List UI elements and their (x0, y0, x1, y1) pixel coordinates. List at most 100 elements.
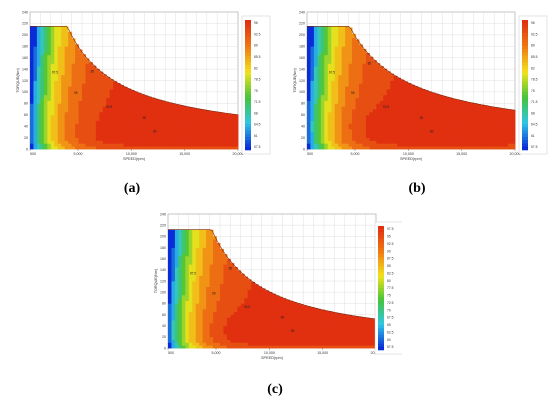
efficiency-cell (376, 66, 381, 70)
efficiency-cell (324, 63, 329, 67)
efficiency-cell (331, 74, 336, 79)
efficiency-cell (209, 272, 214, 276)
efficiency-cell (226, 258, 231, 262)
efficiency-cell (189, 137, 194, 141)
efficiency-cell (206, 137, 211, 141)
efficiency-cell (171, 255, 176, 260)
efficiency-cell (341, 129, 346, 133)
efficiency-cell (168, 140, 173, 144)
efficiency-cell (213, 325, 217, 329)
efficiency-cell (421, 134, 426, 138)
efficiency-cell (171, 281, 176, 285)
efficiency-cell (324, 83, 329, 87)
efficiency-cell (237, 345, 242, 349)
efficiency-cell (411, 100, 415, 104)
efficiency-cell (75, 143, 79, 147)
efficiency-cell (213, 236, 217, 240)
efficiency-cell (57, 129, 62, 133)
efficiency-cell (292, 331, 297, 335)
efficiency-cell (199, 297, 204, 301)
efficiency-cell (92, 117, 97, 121)
efficiency-cell (435, 131, 440, 136)
efficiency-cell (310, 43, 315, 47)
efficiency-cell (428, 94, 433, 99)
efficiency-cell (324, 43, 329, 47)
efficiency-cell (123, 131, 128, 136)
efficiency-cell (113, 83, 118, 87)
efficiency-cell (362, 328, 366, 332)
efficiency-cell (476, 106, 481, 110)
efficiency-cell (345, 66, 349, 70)
efficiency-cell (244, 286, 249, 290)
efficiency-cell (174, 311, 179, 315)
efficiency-cell (47, 114, 52, 119)
efficiency-cell (195, 278, 200, 282)
efficiency-cell (359, 146, 363, 150)
efficiency-cell (64, 123, 69, 127)
efficiency-cell (54, 43, 59, 47)
efficiency-cell (324, 34, 329, 39)
efficiency-cell (511, 129, 516, 133)
efficiency-cell (400, 137, 405, 141)
efficiency-cell (310, 74, 315, 79)
efficiency-cell (181, 300, 186, 304)
efficiency-cell (151, 126, 156, 130)
efficiency-cell (127, 91, 131, 96)
efficiency-cell (99, 120, 104, 124)
efficiency-cell (195, 306, 200, 310)
efficiency-cell (435, 146, 440, 150)
efficiency-cell (75, 83, 79, 87)
efficiency-cell (158, 140, 163, 144)
efficiency-cell (185, 311, 190, 315)
efficiency-cell (192, 247, 197, 251)
efficiency-cell (296, 314, 301, 318)
efficiency-cell (331, 131, 336, 136)
efficiency-cell (33, 40, 38, 44)
efficiency-cell (307, 106, 311, 110)
efficiency-cell (376, 91, 381, 96)
colorbar-tick-label: 85.5 (254, 55, 261, 59)
efficiency-cell (95, 126, 100, 130)
efficiency-cell (181, 229, 186, 232)
efficiency-cell (186, 126, 190, 130)
efficiency-cell (174, 300, 179, 304)
efficiency-cell (95, 91, 100, 96)
efficiency-cell (414, 114, 419, 119)
efficiency-cell (386, 117, 391, 121)
efficiency-cell (75, 114, 79, 119)
efficiency-cell (306, 314, 311, 318)
efficiency-cell (320, 146, 325, 150)
efficiency-cell (282, 311, 287, 315)
efficiency-cell (369, 334, 373, 338)
efficiency-cell (334, 331, 339, 335)
efficiency-cell (182, 137, 187, 141)
colorbar-step (522, 68, 528, 73)
efficiency-cell (307, 114, 311, 119)
efficiency-cell (186, 137, 190, 141)
efficiency-cell (102, 91, 107, 96)
efficiency-cell (355, 140, 360, 144)
efficiency-cell (341, 94, 346, 99)
efficiency-cell (92, 106, 97, 110)
efficiency-cell (40, 134, 45, 138)
efficiency-cell (265, 331, 269, 335)
efficiency-cell (299, 308, 304, 313)
efficiency-cell (449, 134, 453, 138)
efficiency-cell (469, 102, 474, 104)
efficiency-cell (272, 342, 276, 346)
efficiency-cell (310, 308, 314, 313)
efficiency-cell (296, 303, 301, 307)
efficiency-cell (265, 303, 269, 307)
efficiency-cell (106, 103, 111, 107)
efficiency-cell (404, 129, 408, 133)
efficiency-cell (168, 342, 172, 346)
efficiency-cell (258, 300, 262, 304)
efficiency-cell (130, 120, 135, 124)
efficiency-cell (226, 345, 231, 349)
efficiency-cell (134, 94, 138, 99)
efficiency-cell (68, 109, 72, 113)
efficiency-cell (134, 123, 138, 127)
efficiency-cell (254, 286, 259, 290)
efficiency-cell (327, 74, 332, 79)
efficiency-cell (393, 140, 398, 144)
